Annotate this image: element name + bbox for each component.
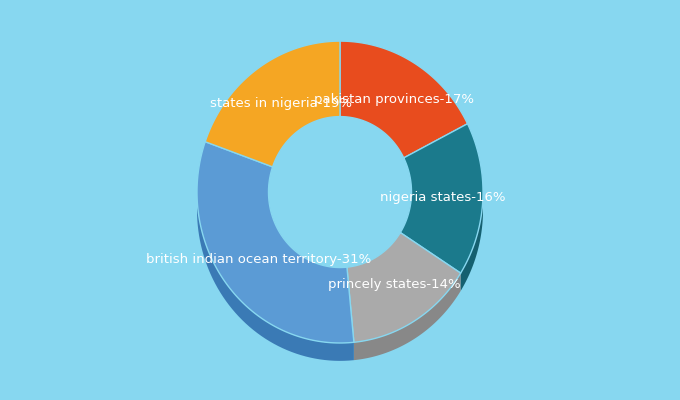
- PathPatch shape: [347, 232, 460, 342]
- Text: british indian ocean territory-31%: british indian ocean territory-31%: [146, 252, 371, 266]
- Polygon shape: [354, 273, 460, 360]
- Text: nigeria states-16%: nigeria states-16%: [380, 191, 506, 204]
- Polygon shape: [269, 192, 347, 286]
- Polygon shape: [460, 193, 483, 291]
- Polygon shape: [401, 192, 411, 250]
- PathPatch shape: [401, 124, 483, 273]
- Text: states in nigeria-19%: states in nigeria-19%: [209, 97, 352, 110]
- PathPatch shape: [205, 41, 340, 167]
- Polygon shape: [197, 192, 354, 361]
- PathPatch shape: [340, 41, 468, 158]
- Text: pakistan provinces-17%: pakistan provinces-17%: [314, 93, 474, 106]
- PathPatch shape: [197, 142, 354, 343]
- Text: princely states-14%: princely states-14%: [328, 278, 460, 291]
- Polygon shape: [347, 232, 401, 285]
